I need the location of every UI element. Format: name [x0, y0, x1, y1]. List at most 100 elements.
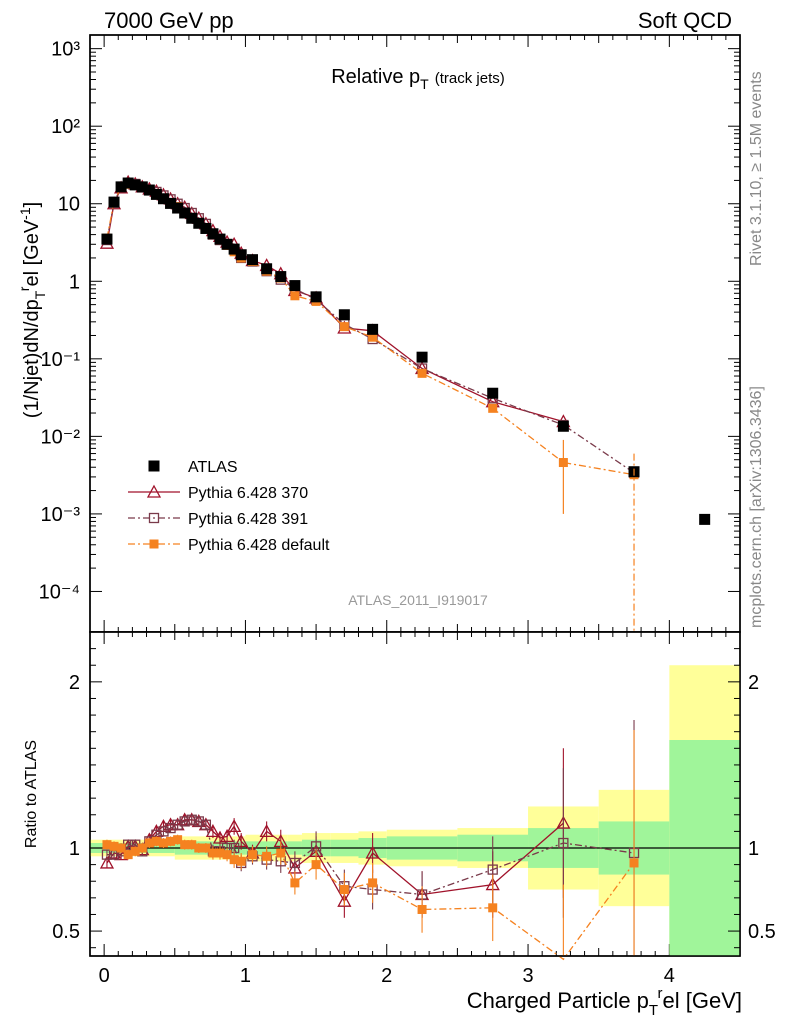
pythia-6-428-default-ratio-point — [180, 840, 190, 850]
atlas-point — [172, 202, 184, 214]
legend-label-pythia-6-428-391: Pythia 6.428 391 — [188, 511, 308, 528]
y-axis-label: (1/Njet)dN/dpTrel [GeV-1] — [16, 202, 48, 418]
pythia-6-428-370-ratio-point — [99, 855, 115, 869]
atlas-point — [261, 263, 273, 275]
pythia-6-428-391-ratio-point — [101, 849, 113, 860]
pythia-6-428-370-ratio-point — [234, 833, 249, 848]
pythia-6-428-default-ratio-point — [201, 843, 211, 853]
atlas-point — [108, 196, 120, 208]
pythia-6-428-default-ratio-point — [173, 835, 183, 845]
pythia-6-428-370-ratio-point — [205, 824, 221, 838]
y-tick-label: 10⁻² — [41, 426, 81, 448]
y-tick-label: 10² — [51, 116, 80, 138]
atlas-point — [200, 222, 212, 234]
main-plot-frame — [89, 34, 741, 633]
pythia-6-428-default-point — [339, 322, 349, 332]
atlas-point — [557, 420, 569, 432]
atlas-point — [179, 207, 191, 219]
atlas-point — [221, 238, 233, 250]
atlas-point — [150, 188, 162, 200]
pythia-6-428-default-ratio-point — [488, 903, 498, 913]
atlas-point — [235, 249, 247, 261]
header-right: Soft QCD — [637, 8, 732, 33]
y-tick-label: 10⁻⁴ — [39, 581, 80, 603]
analysis-watermark: ATLAS_2011_I919017 — [348, 592, 488, 608]
pythia-6-428-default-ratio-point — [262, 851, 272, 861]
atlas-point — [214, 233, 226, 245]
y-tick-label: 1 — [69, 271, 80, 293]
atlas-point — [115, 181, 127, 193]
pythia-6-428-default-ratio-point — [151, 836, 161, 846]
atlas-point — [207, 228, 219, 240]
pythia-6-428-391-ratio-point — [487, 864, 498, 875]
pythia-6-428-default-point — [368, 332, 378, 342]
pythia-6-428-370-ratio-point — [227, 819, 242, 833]
ratio-y-tick-label: 0.5 — [52, 921, 80, 943]
legend-marker-pythia-6-428-default — [149, 539, 159, 549]
pythia-6-428-default-ratio-point — [102, 840, 112, 850]
pythia-6-428-default-ratio-point — [109, 841, 119, 851]
pythia-6-428-391-ratio-point — [193, 816, 204, 827]
ratio-y-axis-label: Ratio to ATLAS — [23, 740, 40, 848]
atlas-point — [165, 197, 177, 209]
pythia-6-428-391-ratio-point — [558, 837, 569, 849]
pythia-6-428-default-ratio-point — [158, 838, 168, 848]
atlas-point — [186, 212, 198, 224]
x-tick-label: 1 — [240, 965, 251, 987]
pythia-6-428-391-ratio-point — [200, 819, 212, 830]
pythia-6-428-default-ratio-point — [629, 858, 639, 868]
y-tick-label: 10⁻³ — [41, 504, 81, 526]
atlas-point — [247, 254, 258, 266]
ratio-plot-panel: 0.5 0.5 1 1 2 2 0 1 2 3 4 Ratio to ATLAS Charged P… — [23, 631, 776, 1019]
pythia-6-428-default-ratio-point — [208, 848, 218, 858]
y-tick-label: 10⁻¹ — [41, 349, 81, 371]
pythia-6-428-default-ratio-point — [229, 855, 239, 865]
pythia-6-428-default-ratio-point — [339, 885, 349, 895]
pythia-6-428-default-ratio-point — [116, 843, 126, 853]
ratio-plot-border — [89, 631, 741, 957]
pythia-6-428-default-ratio-point — [215, 848, 225, 858]
pythia-6-428-370-ratio-point — [259, 824, 274, 838]
pythia-6-428-default-ratio-point — [368, 878, 378, 888]
pythia-6-428-default-ratio-point — [290, 878, 300, 888]
pythia-6-428-default-ratio-point — [417, 904, 427, 914]
atlas-point — [289, 280, 301, 292]
pythia-6-428-default-ratio-point — [144, 838, 154, 848]
pythia-6-428-default-ratio-point — [130, 846, 140, 856]
legend-label-atlas: ATLAS — [188, 459, 238, 476]
atlas-point — [143, 184, 155, 196]
pythia-6-428-default-ratio-point — [123, 850, 133, 860]
atlas-point — [193, 217, 205, 229]
legend-marker-pythia-6-428-370 — [146, 484, 162, 498]
ratio-y-tick-label: 1 — [748, 838, 759, 860]
y-tick-label: 10³ — [51, 39, 80, 61]
x-tick-label: 3 — [522, 965, 533, 987]
pythia-6-428-default-ratio-point — [236, 856, 246, 866]
atlas-point — [157, 193, 169, 205]
pythia-6-428-default-point — [290, 291, 300, 301]
pythia-6-428-default-point — [417, 368, 427, 378]
atlas-point — [416, 351, 428, 363]
pythia-6-428-default-ratio-point — [222, 850, 232, 860]
pythia-6-428-370-ratio-point — [365, 845, 380, 859]
atlas-point — [338, 309, 350, 321]
atlas-point — [129, 179, 141, 191]
pythia-6-428-391-ratio-point — [186, 814, 197, 825]
x-tick-label: 2 — [381, 965, 392, 987]
atlas-point — [136, 181, 148, 193]
atlas-point — [228, 243, 240, 255]
main-plot-panel: 10⁻⁴ 10⁻³ 10⁻² 10⁻¹ 1 10 10² 10³ Relative pT (tr… — [16, 34, 741, 633]
pythia-6-428-default-ratio-point — [187, 840, 197, 850]
ratio-y-tick-label: 0.5 — [748, 921, 776, 943]
plot-title: Relative pT (track jets) — [331, 66, 505, 92]
legend-label-pythia-6-428-default: Pythia 6.428 default — [188, 537, 330, 554]
pythia-6-428-391-ratio-point — [179, 816, 190, 827]
atlas-point — [487, 387, 499, 399]
pythia-6-428-370-ratio-point — [337, 893, 352, 907]
ratio-y-tick-label: 2 — [69, 672, 80, 694]
pythia-6-428-391-ratio-point — [172, 819, 183, 830]
legend: ATLAS Pythia 6.428 370 Pythia 6.428 391 Pyt… — [128, 459, 330, 554]
atlas-point — [699, 513, 711, 525]
pythia-6-428-391-ratio-point — [289, 857, 301, 869]
header-left: 7000 GeV pp — [104, 8, 234, 33]
